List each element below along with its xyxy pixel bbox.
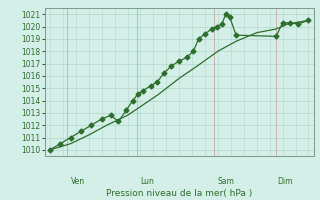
Text: Dim: Dim xyxy=(277,177,293,186)
Text: Ven: Ven xyxy=(71,177,85,186)
Text: Lun: Lun xyxy=(140,177,154,186)
Text: Sam: Sam xyxy=(218,177,235,186)
Text: Pression niveau de la mer( hPa ): Pression niveau de la mer( hPa ) xyxy=(106,189,252,198)
